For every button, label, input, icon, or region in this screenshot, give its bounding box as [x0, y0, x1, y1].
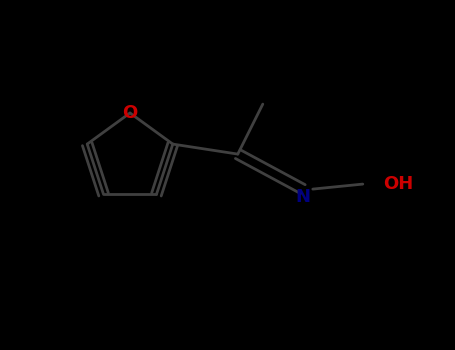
Text: OH: OH: [383, 175, 413, 193]
Text: N: N: [295, 188, 310, 206]
Text: O: O: [122, 104, 137, 122]
